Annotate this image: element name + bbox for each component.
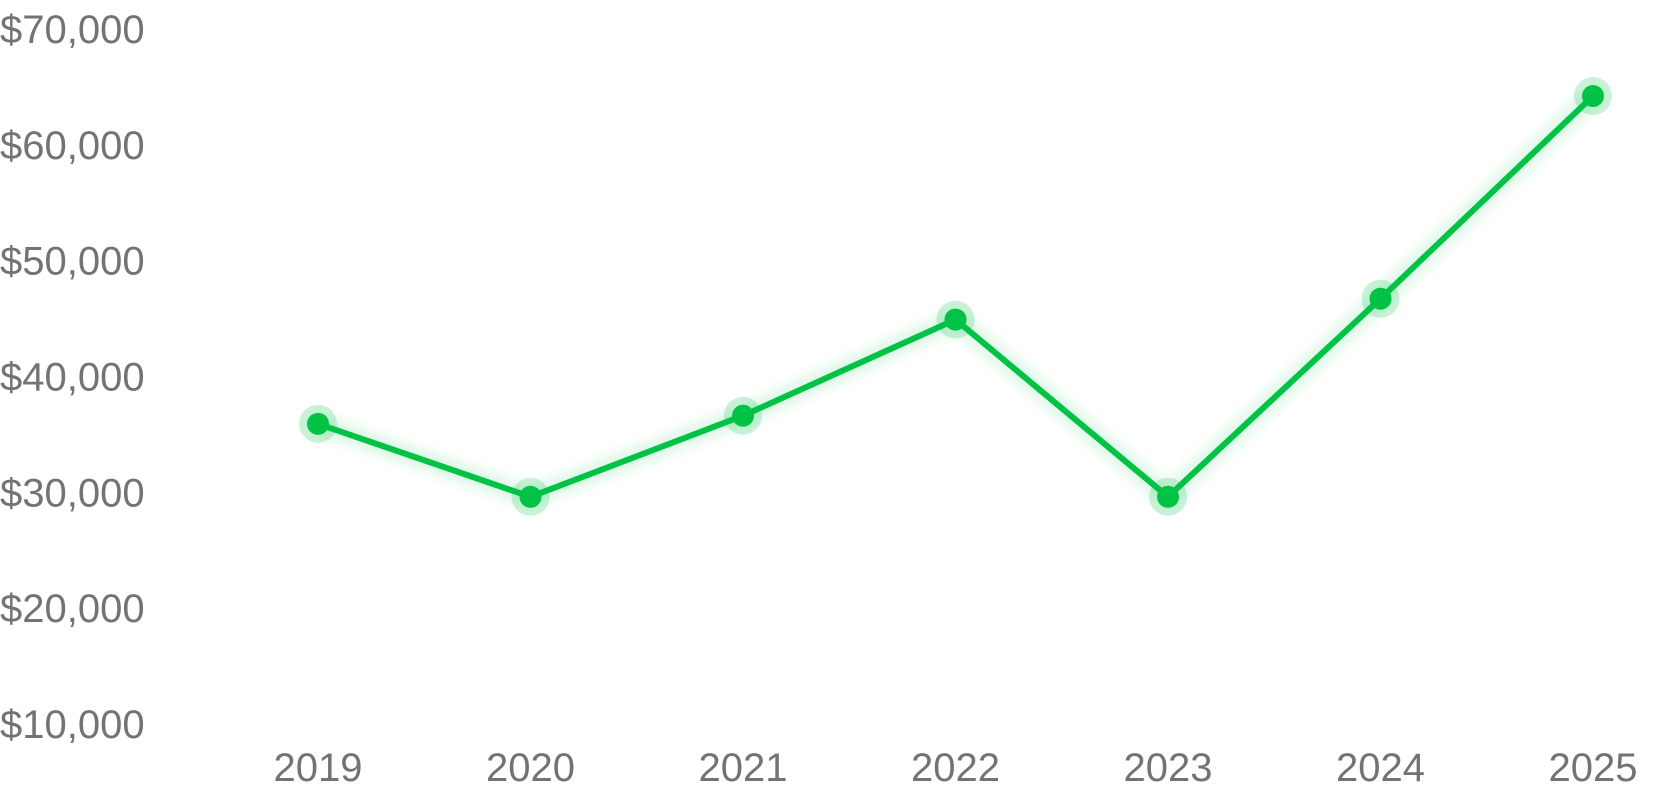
y-tick-label: $30,000 <box>0 471 145 515</box>
data-point[interactable] <box>307 412 329 435</box>
data-point[interactable] <box>1369 287 1392 310</box>
data-point[interactable] <box>1157 485 1179 508</box>
y-tick-label: $40,000 <box>0 356 145 400</box>
data-point[interactable] <box>944 308 967 331</box>
y-tick-label: $70,000 <box>0 8 145 52</box>
data-point[interactable] <box>519 485 542 508</box>
series-line-glow <box>308 86 1603 507</box>
x-tick-label: 2020 <box>486 746 575 790</box>
x-tick-label: 2021 <box>699 746 788 790</box>
data-points <box>299 77 1612 516</box>
data-point[interactable] <box>732 404 754 427</box>
x-tick-label: 2022 <box>911 746 1000 790</box>
x-tick-label: 2024 <box>1336 746 1425 790</box>
y-tick-label: $50,000 <box>0 240 145 284</box>
series-layer <box>308 86 1603 507</box>
data-point[interactable] <box>1582 85 1604 108</box>
x-tick-label: 2025 <box>1549 746 1638 790</box>
x-tick-label: 2019 <box>274 746 363 790</box>
y-tick-label: $60,000 <box>0 124 145 168</box>
x-axis-tick-labels: 2019 2020 2021 2022 2023 2024 2025 <box>274 746 1638 790</box>
x-tick-label: 2023 <box>1124 746 1213 790</box>
y-tick-label: $20,000 <box>0 587 145 631</box>
y-axis-tick-labels: $10,000 $20,000 $30,000 $40,000 $50,000 $60,0… <box>0 8 145 747</box>
y-tick-label: $10,000 <box>0 703 145 747</box>
series-line <box>315 93 1596 500</box>
